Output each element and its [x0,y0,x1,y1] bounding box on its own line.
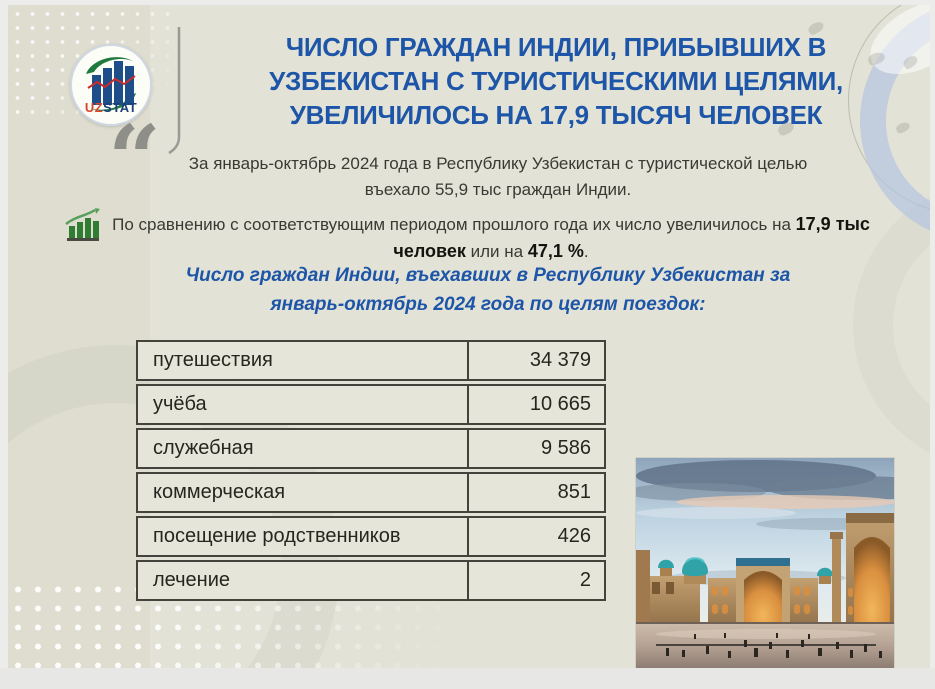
table-row: учёба 10 665 [136,384,606,425]
table-row-label: учёба [138,386,469,423]
growth-bold-percent: 47,1 % [527,241,584,261]
table-row-label: посещение родственников [138,518,469,555]
table-row-value: 851 [557,481,591,503]
growth-text-after: . [583,242,589,261]
table-row-label: путешествия [138,342,469,379]
table-row-value: 2 [579,569,591,591]
table-row: посещение родственников 426 [136,516,606,557]
table-row-label: служебная [138,430,469,467]
header-divider-line [168,27,181,155]
uzstat-logo-graphic [86,57,136,111]
table-subtitle: Число граждан Индии, въехавших в Республ… [185,265,791,316]
bottom-strip [0,668,935,689]
table-row-label: лечение [138,562,469,599]
growth-bold-increase: 17,9 тыс человек [393,214,870,261]
quote-text: За январь-октябрь 2024 года в Республику… [188,154,808,200]
growth-text-before: По сравнению с соответствующим периодом … [112,215,796,234]
table-row: коммерческая 851 [136,472,606,513]
table-row: путешествия 34 379 [136,340,606,381]
purpose-of-travel-table: путешествия 34 379 учёба 10 665 служебна… [136,340,606,604]
growth-text-middle: или на [465,242,528,261]
logo-uz: UZ [84,100,104,115]
table-row-label: коммерческая [138,474,469,511]
table-row-value: 426 [557,525,591,547]
uzstat-logo: UZSTAT [70,44,152,126]
table-row: лечение 2 [136,560,606,601]
page-title: ЧИСЛО ГРАЖДАН ИНДИИ, ПРИБЫВШИХ В УЗБЕКИС… [269,32,843,130]
infographic-canvas: UZSTAT ЧИСЛО ГРАЖДАН ИНДИИ, ПРИБЫВШИХ В … [8,5,930,668]
growth-text: По сравнению с соответствующим периодом … [100,211,882,265]
table-row: служебная 9 586 [136,428,606,469]
uzstat-logo-text: UZSTAT [72,100,150,115]
growth-chart-icon [65,208,100,241]
registan-square-samarkand-dusk-photo [636,458,894,668]
table-row-value: 9 586 [540,437,591,459]
table-row-value: 10 665 [529,393,591,415]
quote-icon: “ [108,105,161,213]
table-row-value: 34 379 [529,349,591,371]
logo-stat: STAT [103,100,138,115]
